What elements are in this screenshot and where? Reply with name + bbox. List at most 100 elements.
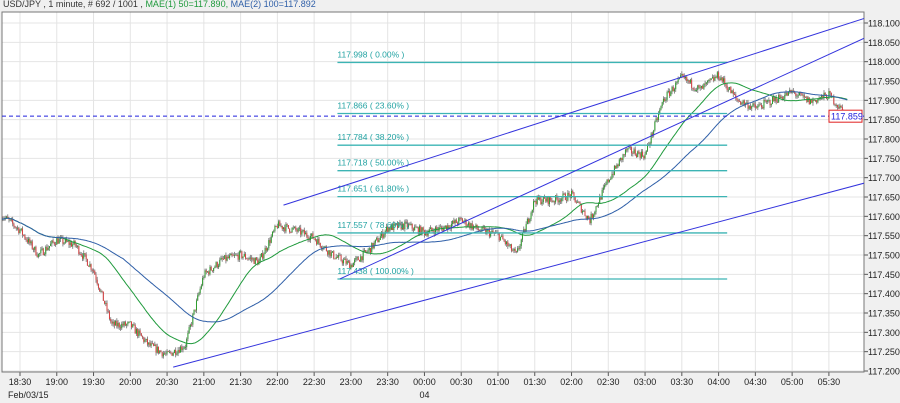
candle-body: [194, 309, 196, 311]
candle-body: [751, 106, 753, 109]
candle-body: [181, 346, 183, 350]
candle-body: [110, 318, 112, 322]
candle-body: [602, 187, 604, 190]
candle-body: [513, 248, 515, 251]
candle-body: [821, 95, 823, 98]
candle-body: [726, 85, 728, 91]
candle-body: [231, 253, 233, 256]
candle-body: [768, 100, 770, 102]
candle-body: [825, 95, 827, 99]
candle-body: [414, 226, 416, 231]
candle-body: [759, 104, 761, 106]
candle-body: [327, 250, 329, 255]
candle-body: [256, 257, 258, 260]
candle-body: [146, 338, 148, 345]
candle-body: [346, 261, 348, 264]
candle-body: [249, 257, 251, 259]
candle-body: [422, 227, 424, 231]
candle-body: [124, 321, 126, 326]
candle-body: [426, 232, 428, 236]
candle-body: [582, 211, 584, 213]
candle-body: [119, 327, 121, 329]
candle-body: [15, 227, 17, 229]
candle-body: [316, 240, 318, 245]
candle-body: [276, 226, 278, 228]
candle-body: [264, 247, 266, 255]
x-tick-label: 18:30: [9, 377, 32, 387]
candle-body: [812, 99, 814, 103]
candle-body: [506, 241, 508, 245]
candle-body: [145, 338, 147, 340]
candle-body: [711, 77, 713, 79]
candle-body: [528, 218, 530, 223]
candle-body: [499, 236, 501, 241]
candle-body: [78, 246, 80, 255]
candle-body: [21, 228, 23, 235]
candle-body: [381, 231, 383, 237]
candle-body: [655, 118, 657, 122]
candle-body: [106, 303, 108, 311]
candle-body: [222, 258, 224, 260]
candle-body: [159, 350, 161, 354]
candle-body: [508, 245, 510, 247]
candle-body: [63, 242, 65, 244]
candle-body: [275, 225, 277, 227]
candle-body: [102, 291, 104, 301]
candle-body: [329, 250, 331, 257]
candle-body: [313, 238, 315, 240]
plot-border: [1, 11, 865, 373]
y-tick-label: 117.950: [868, 76, 900, 86]
candle-body: [396, 223, 398, 228]
candle-body: [302, 229, 304, 232]
candle-body: [579, 202, 581, 205]
x-tick-label: 03:30: [671, 377, 694, 387]
candle-body: [154, 344, 156, 346]
candle-body: [238, 251, 240, 260]
candle-body: [829, 91, 831, 93]
candle-body: [783, 98, 785, 100]
candle-body: [131, 321, 133, 328]
candle-body: [6, 216, 8, 218]
candle-body: [274, 225, 276, 231]
candle-body: [357, 257, 359, 261]
candle-body: [259, 256, 261, 261]
candle-body: [246, 258, 248, 260]
candle-body: [595, 206, 597, 212]
candle-body: [693, 88, 695, 91]
candle-body: [221, 257, 223, 259]
candle-body: [702, 85, 704, 89]
candle-body: [746, 102, 748, 104]
candle-body: [263, 254, 265, 259]
candle-body: [208, 271, 210, 275]
candle-body: [606, 179, 608, 185]
candle-body: [121, 323, 123, 329]
candle-body: [79, 254, 81, 255]
candle-body: [681, 73, 683, 76]
candle-body: [89, 264, 91, 267]
candle-body: [269, 240, 271, 243]
candle-body: [405, 221, 407, 223]
candle-body: [703, 83, 705, 89]
ma1-legend: MAE(1) 50=117.890,: [145, 0, 229, 9]
candle-body: [14, 226, 16, 228]
candle-body: [645, 150, 647, 155]
candle-body: [677, 79, 679, 83]
candle-body: [245, 253, 247, 259]
candle-body: [545, 198, 547, 202]
candle-body: [459, 218, 461, 219]
candle-body: [188, 327, 190, 334]
candle-body: [443, 227, 445, 231]
candle-body: [90, 264, 92, 270]
candle-body: [220, 257, 222, 260]
candle-body: [85, 254, 87, 260]
candle-body: [507, 241, 509, 247]
candle-body: [512, 250, 514, 252]
candle-body: [367, 250, 369, 253]
candle-body: [115, 320, 117, 326]
candle-body: [455, 219, 457, 224]
candle-body: [492, 230, 494, 233]
candle-body: [553, 201, 555, 203]
candle-body: [187, 333, 189, 339]
candle-body: [28, 238, 30, 243]
